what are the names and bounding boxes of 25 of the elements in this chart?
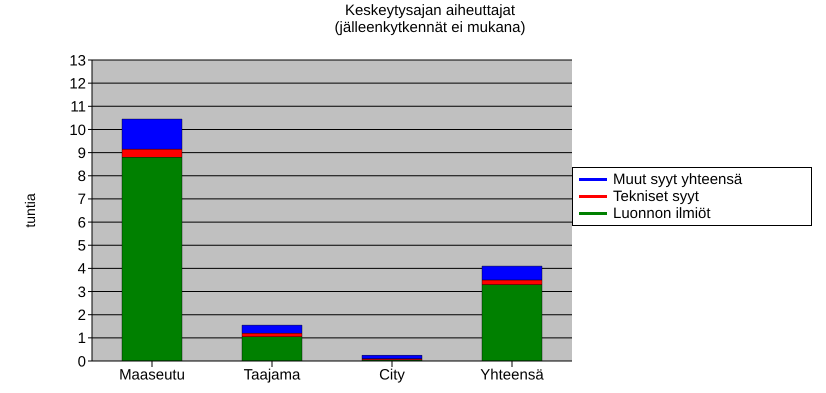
y-tick-label: 7 [78, 191, 86, 208]
legend-label: Tekniset syyt [613, 188, 699, 205]
x-tick-label: Taajama [244, 366, 302, 384]
y-tick-label: 8 [78, 168, 86, 186]
x-tick-label: Maaseutu [119, 366, 185, 384]
y-tick-label: 11 [70, 98, 86, 116]
y-tick-label: 0 [78, 353, 86, 370]
y-tick-label: 5 [78, 238, 86, 255]
legend-label: Luonnon ilmiöt [613, 205, 711, 222]
x-tick-label: Yhteensä [480, 366, 544, 384]
x-tick-label: City [379, 366, 406, 384]
legend-label: Muut syyt yhteensä [613, 171, 742, 188]
bar [242, 324, 302, 334]
y-tick-label: 6 [78, 214, 86, 232]
y-tick-label: 2 [78, 307, 86, 324]
y-tick-label: 10 [69, 122, 86, 139]
chart-title: Keskeytysajan aiheuttajat [344, 2, 516, 19]
y-axis-title: tuntia [22, 193, 38, 228]
y-tick-label: 9 [78, 144, 86, 162]
y-tick-label: 3 [78, 284, 86, 301]
y-tick-label: 12 [69, 75, 86, 92]
y-tick-label: 4 [78, 260, 86, 278]
y-tick-label: 1 [78, 330, 86, 348]
y-tick-label: 13 [69, 52, 86, 70]
chart-subtitle: (jälleenkytkennät ei mukana) [334, 19, 526, 36]
